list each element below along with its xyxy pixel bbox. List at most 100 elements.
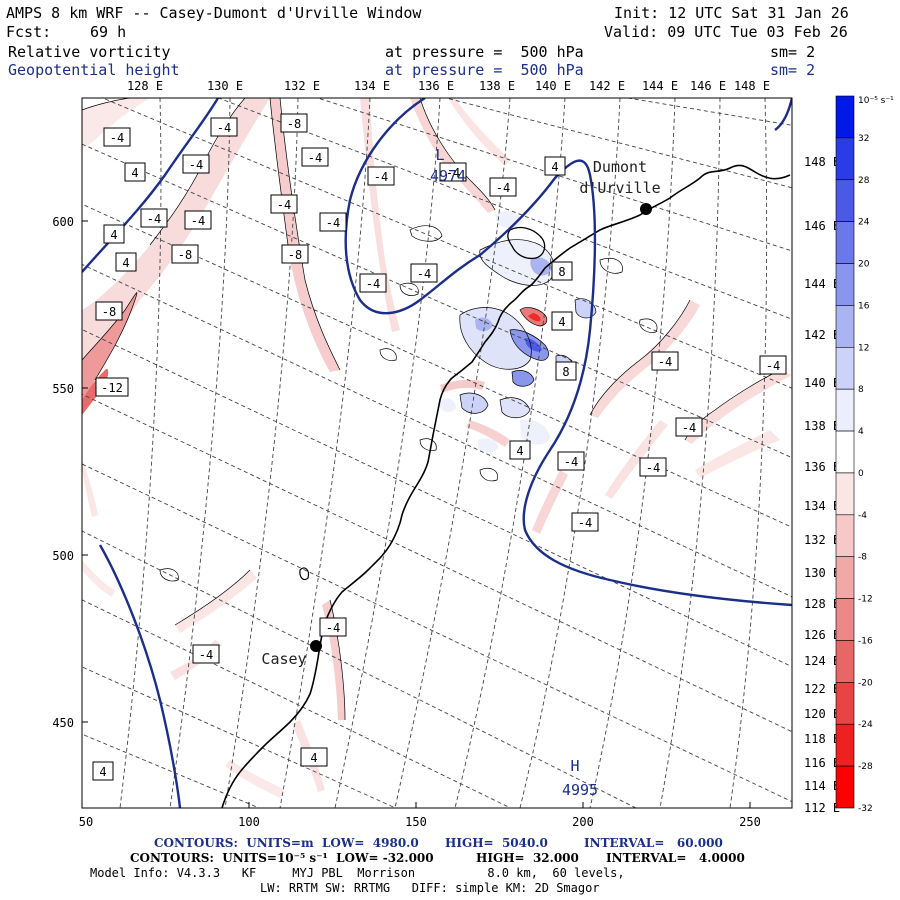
y-tick-label: 550 xyxy=(52,382,74,396)
pressure-centers: L 4974 H 4995 xyxy=(430,146,598,799)
svg-text:114 E: 114 E xyxy=(804,779,840,793)
vort-label: -4 xyxy=(182,154,210,174)
vorticity-contour-info: CONTOURS: UNITS=10⁻⁵ s⁻¹ LOW= -32.000 xyxy=(130,851,434,865)
vort-label: -8 xyxy=(280,113,308,133)
plot-frame xyxy=(81,97,793,809)
forecast-label: Fcst: xyxy=(6,23,52,41)
vorticity-contour-high: HIGH= 32.000 xyxy=(476,851,579,865)
svg-text:132 E: 132 E xyxy=(284,79,320,93)
svg-text:130 E: 130 E xyxy=(207,79,243,93)
vort-label: 4 xyxy=(124,162,146,182)
vort-label: -4 xyxy=(439,162,467,182)
vort-label: -4 xyxy=(184,210,212,230)
vort-label: -4 xyxy=(410,263,438,283)
vort-label: -4 xyxy=(192,644,220,664)
right-longitude-labels: 148 E 146 E 144 E 142 E 140 E 138 E 136 … xyxy=(804,155,840,815)
svg-text:136 E: 136 E xyxy=(804,460,840,474)
high-letter: H xyxy=(570,757,579,775)
colorbar-label: -32 xyxy=(858,804,873,814)
x-tick-label: 200 xyxy=(572,815,594,829)
svg-text:142 E: 142 E xyxy=(589,79,625,93)
colorbar-label: -16 xyxy=(858,636,873,646)
height-contour-info: CONTOURS: UNITS=m LOW= 4980.0 xyxy=(154,836,419,850)
svg-text:4: 4 xyxy=(516,444,523,458)
colorbar-swatch xyxy=(835,682,855,725)
colorbar-label: -12 xyxy=(858,595,873,605)
svg-text:-8: -8 xyxy=(178,248,192,262)
field2-name: Geopotential height xyxy=(8,61,180,79)
svg-text:4: 4 xyxy=(551,160,558,174)
colorbar-swatch xyxy=(835,723,855,767)
x-axis: 50 100 150 200 250 xyxy=(79,802,761,829)
svg-text:-4: -4 xyxy=(199,648,213,662)
field2-smoothing: sm= 2 xyxy=(770,61,816,79)
svg-text:4: 4 xyxy=(122,256,129,270)
svg-text:-4: -4 xyxy=(326,216,340,230)
forecast-hour: 69 h xyxy=(90,23,127,41)
colorbar-label: 20 xyxy=(858,260,870,270)
svg-text:-8: -8 xyxy=(102,305,116,319)
casey-station-marker xyxy=(310,640,322,652)
valid-time: Valid: 09 UTC Tue 03 Feb 26 xyxy=(604,23,848,41)
svg-text:4: 4 xyxy=(558,315,565,329)
svg-text:148 E: 148 E xyxy=(734,79,770,93)
model-info: Model Info: V4.3.3 KF MYJ PBL Morrison 8… xyxy=(90,866,625,880)
svg-text:-4: -4 xyxy=(496,181,510,195)
vort-label: 4 xyxy=(300,747,328,767)
high-value: 4995 xyxy=(562,781,598,799)
field1-level: at pressure = 500 hPa xyxy=(385,43,584,61)
svg-text:-4: -4 xyxy=(446,166,460,180)
vort-label: 4 xyxy=(509,440,531,460)
vort-label: -4 xyxy=(301,147,329,167)
svg-text:140 E: 140 E xyxy=(804,376,840,390)
colorbar-swatch xyxy=(835,640,855,683)
svg-text:134 E: 134 E xyxy=(354,79,390,93)
svg-text:4: 4 xyxy=(131,166,138,180)
svg-text:-4: -4 xyxy=(277,198,291,212)
vort-label: -8 xyxy=(281,244,309,264)
colorbar-label: -4 xyxy=(858,511,867,521)
colorbar-label: -20 xyxy=(858,678,873,688)
x-tick-label: 250 xyxy=(739,815,761,829)
top-longitude-labels: 128 E 130 E 132 E 134 E 136 E 138 E 140 … xyxy=(127,79,770,93)
svg-text:144 E: 144 E xyxy=(642,79,678,93)
svg-text:132 E: 132 E xyxy=(804,533,840,547)
svg-text:130 E: 130 E xyxy=(804,566,840,580)
low-value: 4974 xyxy=(430,167,466,185)
colorbar: 10⁻⁵ s⁻¹ 32 28 24 20 16 12 8 4 0 -4 -8 -12 -16 -20 -24… xyxy=(835,95,894,814)
svg-text:120 E: 120 E xyxy=(804,707,840,721)
dumont-station-label: Dumont xyxy=(593,158,647,176)
vort-label: 4 xyxy=(115,252,137,272)
casey-station-label: Casey xyxy=(261,650,306,668)
svg-text:136 E: 136 E xyxy=(418,79,454,93)
colorbar-label: 12 xyxy=(858,343,869,353)
coastline-island xyxy=(299,567,310,581)
svg-text:146 E: 146 E xyxy=(804,219,840,233)
colorbar-swatch xyxy=(835,388,855,432)
x-tick-label: 50 xyxy=(79,815,93,829)
colorbar-swatch xyxy=(835,305,855,348)
colorbar-label: 16 xyxy=(858,301,870,311)
field2-level: at pressure = 500 hPa xyxy=(385,61,584,79)
svg-text:4: 4 xyxy=(99,765,106,779)
height-contour-high: HIGH= 5040.0 xyxy=(445,836,548,850)
vort-label: -12 xyxy=(95,377,129,397)
svg-text:146 E: 146 E xyxy=(690,79,726,93)
colorbar-label: 8 xyxy=(858,385,864,395)
colorbar-swatch xyxy=(835,346,855,390)
vort-label: 8 xyxy=(551,261,573,281)
svg-text:4: 4 xyxy=(310,751,317,765)
graticule xyxy=(82,98,792,808)
map-title: AMPS 8 km WRF -- Casey-Dumont d'Urville … xyxy=(6,4,422,22)
svg-text:-4: -4 xyxy=(147,212,161,226)
svg-text:-4: -4 xyxy=(326,621,340,635)
colorbar-swatch xyxy=(835,765,855,809)
colorbar-swatch xyxy=(835,430,855,474)
vort-label: -4 xyxy=(367,166,395,186)
field1-name: Relative vorticity xyxy=(8,43,171,61)
colorbar-swatch xyxy=(835,263,855,306)
svg-text:122 E: 122 E xyxy=(804,682,840,696)
svg-text:-4: -4 xyxy=(564,455,578,469)
vort-label: -4 xyxy=(639,457,667,477)
colorbar-swatch xyxy=(835,179,855,222)
